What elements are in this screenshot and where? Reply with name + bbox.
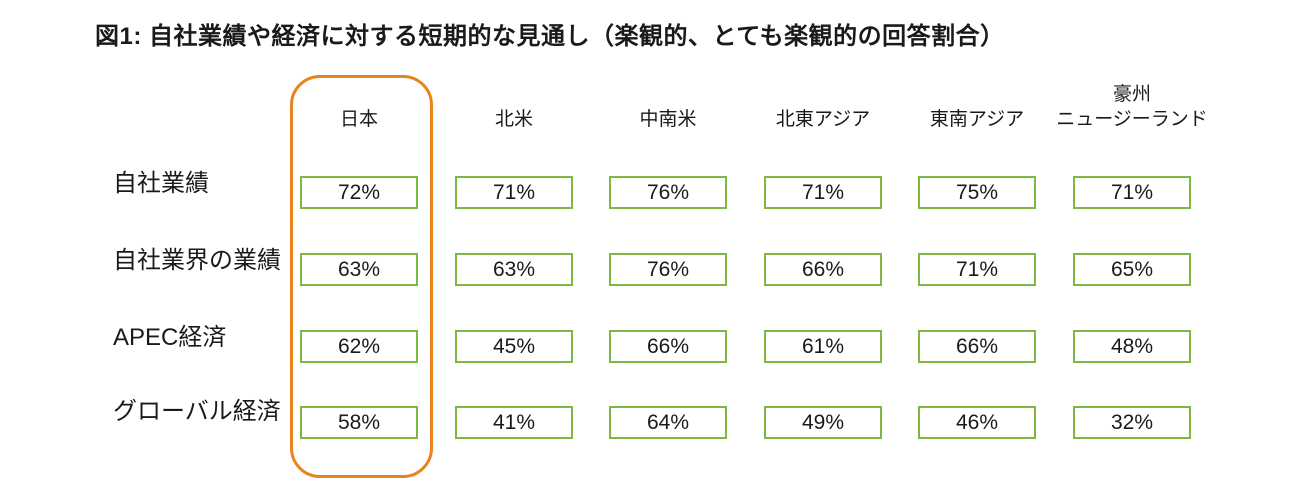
- figure-title: 図1: 自社業績や経済に対する短期的な見通し（楽観的、とても楽観的の回答割合）: [95, 23, 1005, 50]
- value-box: 41%: [455, 406, 573, 439]
- value-box: 66%: [764, 253, 882, 286]
- value-box: 63%: [300, 253, 418, 286]
- value-box: 66%: [918, 330, 1036, 363]
- value-box: 61%: [764, 330, 882, 363]
- value-box: 71%: [918, 253, 1036, 286]
- value-box: 76%: [609, 176, 727, 209]
- value-box: 63%: [455, 253, 573, 286]
- value-box: 48%: [1073, 330, 1191, 363]
- column-header-north-america: 北米: [494, 109, 533, 130]
- value-box: 71%: [764, 176, 882, 209]
- value-box: 49%: [764, 406, 882, 439]
- row-label-industry-performance: 自社業界の業績: [113, 247, 281, 274]
- column-header-oceania: 豪州 ニュージーランド: [1056, 84, 1208, 130]
- value-box: 62%: [300, 330, 418, 363]
- row-label-own-performance: 自社業績: [113, 170, 209, 197]
- row-label-global-economy: グローバル経済: [113, 398, 281, 425]
- column-header-japan: 日本: [339, 109, 378, 130]
- value-box: 76%: [609, 253, 727, 286]
- column-header-southeast-asia: 東南アジア: [929, 109, 1025, 130]
- value-box: 46%: [918, 406, 1036, 439]
- value-box: 71%: [1073, 176, 1191, 209]
- value-box: 71%: [455, 176, 573, 209]
- value-box: 66%: [609, 330, 727, 363]
- value-box: 65%: [1073, 253, 1191, 286]
- japan-column-highlight-outline: [290, 75, 433, 478]
- value-box: 64%: [609, 406, 727, 439]
- column-header-northeast-asia: 北東アジア: [775, 109, 871, 130]
- value-box: 58%: [300, 406, 418, 439]
- row-label-apec-economy: APEC経済: [113, 324, 227, 351]
- value-box: 32%: [1073, 406, 1191, 439]
- value-box: 45%: [455, 330, 573, 363]
- column-header-latin-america: 中南米: [639, 109, 697, 130]
- value-box: 72%: [300, 176, 418, 209]
- value-box: 75%: [918, 176, 1036, 209]
